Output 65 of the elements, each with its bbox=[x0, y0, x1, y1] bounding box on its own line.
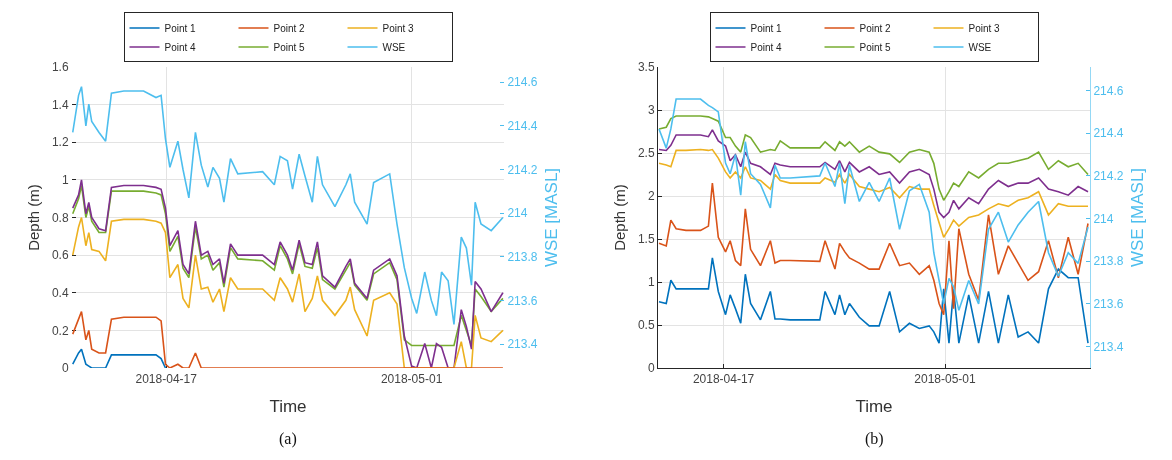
y2-tick-label: 213.6 bbox=[1093, 297, 1124, 312]
y-tick-label: 0.5 bbox=[637, 318, 655, 333]
line-series bbox=[72, 85, 504, 326]
line-series bbox=[72, 348, 167, 368]
y-axis-title: Depth (m) bbox=[611, 184, 629, 251]
y-tick-label: 2 bbox=[647, 189, 655, 204]
legend-label: Point 2 bbox=[273, 22, 306, 34]
y-tick-label: 3 bbox=[647, 103, 655, 118]
y2-tick-label: 213.8 bbox=[1093, 254, 1124, 269]
legend-label: Point 3 bbox=[968, 22, 1001, 34]
y-axis-title: Depth (m) bbox=[25, 184, 43, 251]
line-series bbox=[72, 216, 504, 368]
y-tick-label: 3.5 bbox=[637, 60, 655, 75]
legend-label: Point 5 bbox=[859, 41, 892, 53]
line-series bbox=[658, 182, 1089, 316]
y-tick-label: 1.5 bbox=[637, 232, 655, 247]
y2-tick-label: 214.4 bbox=[1093, 126, 1124, 141]
legend-label: Point 4 bbox=[164, 41, 197, 53]
legend-label: Point 1 bbox=[164, 22, 197, 34]
line-series bbox=[658, 98, 1089, 312]
y-tick-label: 1 bbox=[61, 173, 69, 188]
y-tick-label: 0.2 bbox=[51, 323, 69, 338]
line-series bbox=[658, 115, 1089, 202]
x-axis-title: Time bbox=[269, 396, 307, 416]
y2-tick-label: 214.6 bbox=[507, 75, 538, 90]
y2-tick-label: 213.6 bbox=[507, 293, 538, 308]
x-tick-label: 2018-05-01 bbox=[914, 372, 977, 387]
y2-tick-label: 214.6 bbox=[1093, 83, 1124, 98]
y-tick-label: 1.4 bbox=[51, 97, 69, 112]
y2-axis-title: WSE [MASL] bbox=[1128, 167, 1148, 268]
y2-tick-label: 213.4 bbox=[507, 337, 538, 352]
x-tick-label: 2018-04-17 bbox=[135, 372, 198, 387]
y-tick-label: 0.8 bbox=[51, 210, 69, 225]
line-series bbox=[72, 310, 504, 368]
y-tick-label: 2.5 bbox=[637, 146, 655, 161]
legend-label: Point 1 bbox=[750, 22, 783, 34]
x-tick-label: 2018-04-17 bbox=[692, 372, 755, 387]
legend-label: Point 2 bbox=[859, 22, 892, 34]
line-series bbox=[658, 257, 1089, 344]
x-axis-title: Time bbox=[855, 396, 893, 416]
y-tick-label: 0 bbox=[647, 361, 655, 376]
y2-tick-label: 214.2 bbox=[1093, 169, 1124, 184]
legend-label: Point 5 bbox=[273, 41, 306, 53]
x-tick-label: 2018-05-01 bbox=[380, 372, 443, 387]
y-tick-label: 0 bbox=[61, 361, 69, 376]
text: (a) bbox=[279, 430, 297, 448]
y-tick-label: 1.2 bbox=[51, 135, 69, 150]
y2-tick-label: 214.2 bbox=[507, 162, 538, 177]
y-tick-label: 0.4 bbox=[51, 285, 69, 300]
y-tick-label: 1.6 bbox=[51, 60, 69, 75]
legend-label: Point 4 bbox=[750, 41, 783, 53]
y2-tick-label: 214.4 bbox=[507, 119, 538, 134]
legend-label: WSE bbox=[382, 41, 406, 53]
y-tick-label: 0.6 bbox=[51, 248, 69, 263]
line-series bbox=[658, 128, 1089, 219]
y2-tick-label: 213.8 bbox=[507, 249, 538, 264]
y2-tick-label: 213.4 bbox=[1093, 339, 1124, 354]
legend-label: WSE bbox=[968, 41, 992, 53]
y2-tick-label: 214 bbox=[1093, 211, 1114, 226]
text: (b) bbox=[865, 430, 884, 448]
y-tick-label: 1 bbox=[647, 275, 655, 290]
line-series bbox=[658, 148, 1089, 239]
y2-axis-title: WSE [MASL] bbox=[542, 167, 562, 268]
y2-tick-label: 214 bbox=[507, 206, 528, 221]
legend-label: Point 3 bbox=[382, 22, 415, 34]
